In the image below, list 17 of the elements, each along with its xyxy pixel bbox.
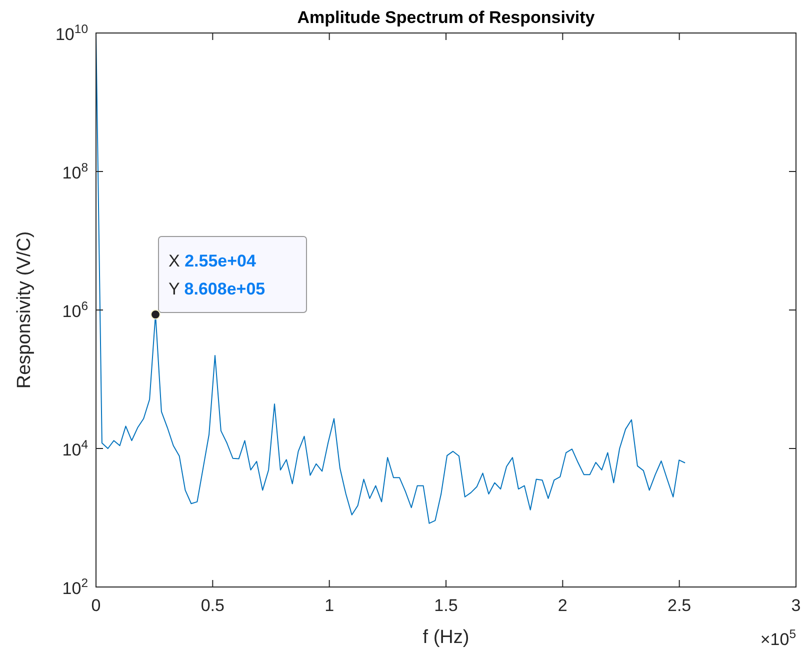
x-tick-label: 2.5 xyxy=(668,596,692,615)
x-tick-label: 0.5 xyxy=(200,596,224,615)
text: ×10$^{5}$ xyxy=(760,627,796,649)
x-tick-label: 0 xyxy=(91,596,101,615)
x-tick-label: 1 xyxy=(324,596,334,615)
annotation: X 2.55e+04 Y 8.608e+05 xyxy=(168,252,266,299)
x-tick-label: 3 xyxy=(791,596,801,615)
y-axis-title: Responsivity (V/C) xyxy=(14,231,35,389)
y-tick-label: 10$^{6}$ xyxy=(62,299,88,321)
y-tick-label: 10$^{8}$ xyxy=(62,160,88,182)
chart-title: Amplitude Spectrum of Responsivity xyxy=(297,8,596,27)
x-tick-label: 2 xyxy=(558,596,568,615)
y-tick-label: 10$^{4}$ xyxy=(62,438,88,460)
x-tick-label: 1.5 xyxy=(434,596,458,615)
y-tick-label: 10$^{10}$ xyxy=(55,22,88,44)
y-tick-label: 10$^{2}$ xyxy=(62,576,88,598)
x-axis-title: f (Hz) xyxy=(422,627,470,648)
